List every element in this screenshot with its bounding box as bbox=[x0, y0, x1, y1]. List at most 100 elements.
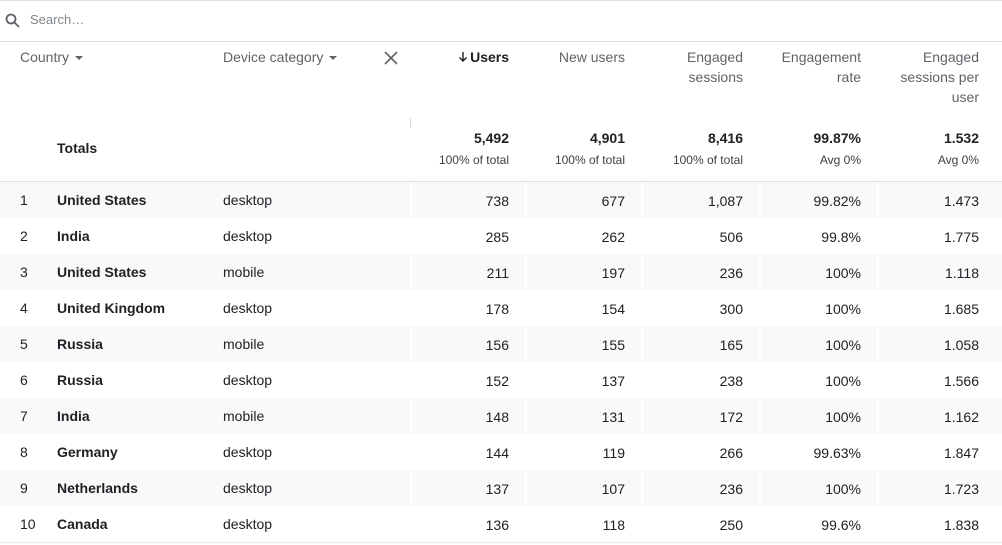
device-category: desktop bbox=[223, 192, 273, 208]
metric-cell: 165 bbox=[719, 337, 743, 353]
metric-cell: 100% bbox=[825, 301, 861, 317]
search-icon bbox=[5, 13, 20, 28]
metric-cell: 137 bbox=[485, 481, 509, 497]
totals-sub: 100% of total bbox=[672, 153, 743, 167]
metric-cell: 107 bbox=[601, 481, 625, 497]
device-category: desktop bbox=[223, 300, 273, 316]
metric-cell: 236 bbox=[719, 265, 743, 281]
metric-cell: 100% bbox=[825, 373, 861, 389]
totals-value: 8,416 bbox=[707, 130, 743, 146]
metric-cell: 178 bbox=[485, 301, 509, 317]
country: Germany bbox=[57, 444, 118, 460]
column-header[interactable]: New users bbox=[525, 47, 625, 67]
country: India bbox=[57, 228, 90, 244]
column-header[interactable]: Users bbox=[409, 47, 509, 67]
metric-cell: 211 bbox=[486, 265, 509, 281]
row-index: 6 bbox=[20, 372, 28, 388]
column-separator bbox=[759, 182, 761, 542]
country: Russia bbox=[57, 336, 103, 352]
metric-cell: 1.723 bbox=[943, 481, 979, 497]
totals-sub: 100% of total bbox=[554, 153, 625, 167]
column-header-label: New users bbox=[558, 49, 625, 65]
metric-cell: 238 bbox=[719, 373, 743, 389]
device-category: desktop bbox=[223, 480, 273, 496]
device-category: desktop bbox=[223, 228, 273, 244]
row-index: 4 bbox=[20, 300, 28, 316]
device-category: mobile bbox=[223, 336, 265, 352]
totals-value: 5,492 bbox=[473, 130, 509, 146]
country: India bbox=[57, 408, 90, 424]
row-index: 9 bbox=[20, 480, 28, 496]
device-category: desktop bbox=[223, 516, 273, 532]
search-placeholder: Search… bbox=[30, 12, 85, 27]
column-separator bbox=[641, 182, 643, 542]
country: Netherlands bbox=[57, 480, 138, 496]
metric-cell: 266 bbox=[719, 445, 743, 461]
table-row bbox=[0, 254, 1002, 291]
metric-cell: 236 bbox=[719, 481, 743, 497]
table-row bbox=[0, 362, 1002, 399]
country: United States bbox=[57, 192, 147, 208]
search-bar[interactable]: Search… bbox=[0, 0, 1002, 42]
column-separator bbox=[525, 182, 527, 542]
row-index: 8 bbox=[20, 444, 28, 460]
metric-cell: 99.6% bbox=[821, 517, 861, 533]
metric-cell: 99.82% bbox=[813, 193, 861, 209]
table-row bbox=[0, 506, 1002, 543]
metric-cell: 197 bbox=[601, 265, 625, 281]
metric-cell: 136 bbox=[485, 517, 509, 533]
totals-sub: Avg 0% bbox=[819, 153, 861, 167]
metric-cell: 137 bbox=[601, 373, 625, 389]
table-row bbox=[0, 398, 1002, 435]
metric-cell: 1.566 bbox=[943, 373, 979, 389]
metric-cell: 1.838 bbox=[943, 517, 979, 533]
totals-border bbox=[0, 181, 1002, 182]
row-index: 2 bbox=[20, 228, 28, 244]
metric-cell: 131 bbox=[601, 409, 625, 425]
column-header[interactable]: Engaged sessions per user bbox=[884, 47, 979, 107]
totals-sub: Avg 0% bbox=[937, 153, 979, 167]
metric-cell: 100% bbox=[825, 337, 861, 353]
metric-cell: 1.473 bbox=[943, 193, 979, 209]
device-category: mobile bbox=[223, 408, 265, 424]
totals-label: Totals bbox=[57, 140, 98, 156]
metric-cell: 100% bbox=[825, 409, 861, 425]
metric-cell: 156 bbox=[485, 337, 509, 353]
metric-cell: 148 bbox=[485, 409, 509, 425]
metric-cell: 118 bbox=[602, 517, 625, 533]
column-header-label: Country bbox=[20, 49, 70, 65]
metric-cell: 144 bbox=[485, 445, 509, 461]
metric-cell: 738 bbox=[485, 193, 509, 209]
device-category: mobile bbox=[223, 264, 265, 280]
metric-cell: 506 bbox=[719, 229, 743, 245]
column-header[interactable]: Device category bbox=[223, 47, 338, 67]
column-header[interactable]: Engagement rate bbox=[761, 47, 861, 87]
column-header-label: Engaged sessions per user bbox=[900, 49, 979, 105]
column-header[interactable]: Country bbox=[20, 47, 84, 67]
device-category: desktop bbox=[223, 444, 273, 460]
metric-cell: 155 bbox=[601, 337, 625, 353]
column-header-label: Users bbox=[470, 49, 509, 65]
country: United States bbox=[57, 264, 147, 280]
metric-cell: 99.63% bbox=[813, 445, 861, 461]
column-header[interactable]: Engaged sessions bbox=[653, 47, 743, 87]
totals-sub: 100% of total bbox=[438, 153, 509, 167]
metric-cell: 300 bbox=[719, 301, 743, 317]
row-index: 10 bbox=[20, 516, 36, 532]
column-header-label: Engagement rate bbox=[781, 49, 861, 85]
metric-cell: 250 bbox=[719, 517, 743, 533]
totals-value: 4,901 bbox=[589, 130, 625, 146]
row-index: 5 bbox=[20, 336, 28, 352]
metric-cell: 1.685 bbox=[943, 301, 979, 317]
remove-dimension[interactable] bbox=[383, 50, 399, 66]
totals-value: 1.532 bbox=[943, 130, 979, 146]
metric-cell: 154 bbox=[601, 301, 625, 317]
metric-cell: 1.775 bbox=[943, 229, 979, 245]
metric-cell: 1.058 bbox=[943, 337, 979, 353]
metric-cell: 262 bbox=[601, 229, 625, 245]
row-index: 1 bbox=[20, 192, 28, 208]
metric-cell: 99.8% bbox=[821, 229, 861, 245]
metric-cell: 677 bbox=[601, 193, 625, 209]
row-index: 3 bbox=[20, 264, 28, 280]
metric-cell: 100% bbox=[825, 481, 861, 497]
